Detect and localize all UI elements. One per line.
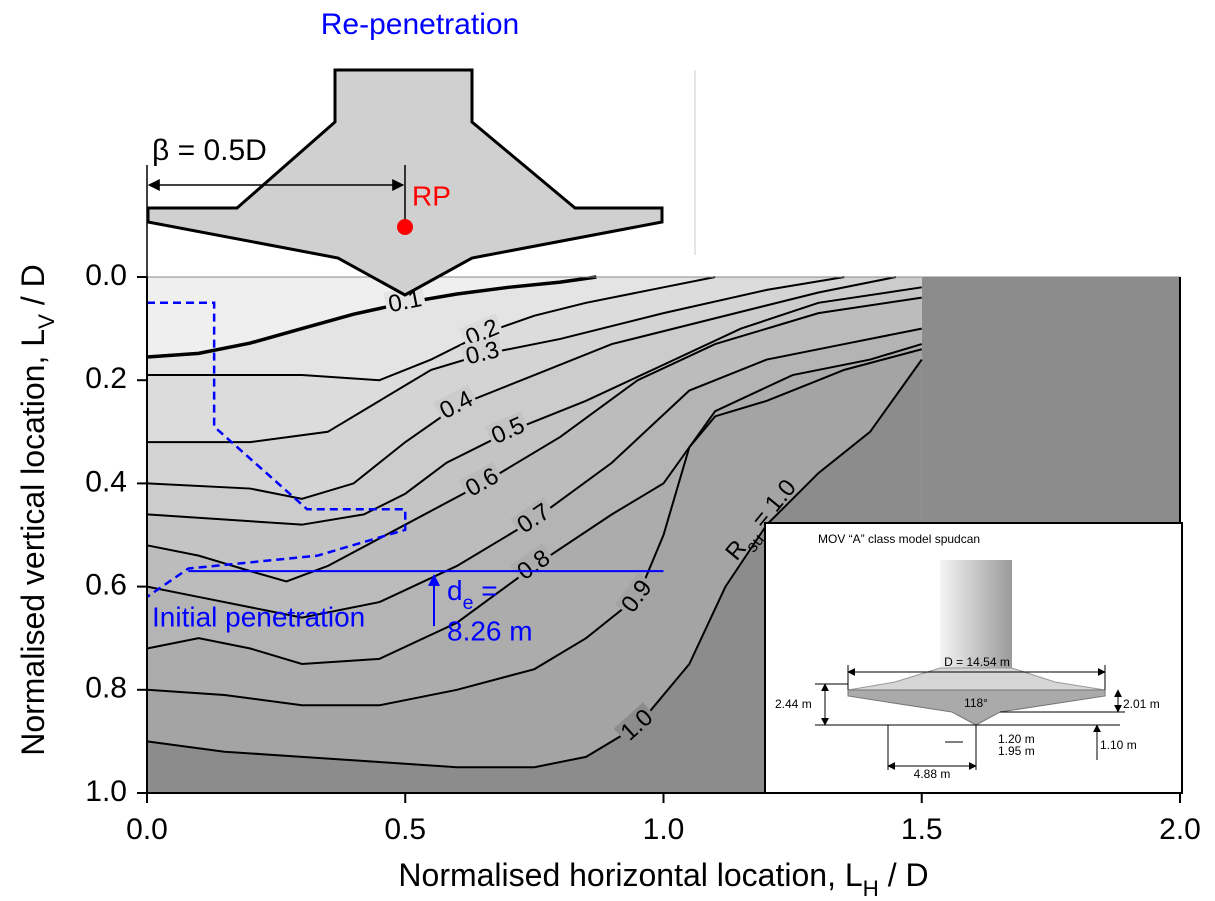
x-axis-title: Normalised horizontal location, LH / D [398,857,928,901]
x-tick-label: 2.0 [1159,813,1201,846]
x-axis-title-main: Normalised horizontal location, L [398,857,862,893]
y-axis-title-main: Normalised vertical location, L [15,329,51,756]
y-tick-label: 0.8 [85,672,127,705]
contour-label-bg [614,572,661,622]
reference-label: RP [412,180,451,211]
inset-shaft [940,560,1012,668]
initial-penetration-label: Initial penetration [152,602,365,633]
inset-title: MOV “A” class model spudcan [818,532,980,546]
spudcan-schematic: RP β = 0.5D Re-penetration [146,8,696,297]
x-tick-label: 0.0 [126,813,168,846]
contour-line [146,286,922,526]
depth-label: de = [447,576,498,615]
re-penetration-path [146,301,407,598]
contour-line [146,275,597,359]
contour-label-bg [458,461,507,506]
y-axis-title: Normalised vertical location, LV / D [15,264,59,756]
inset-label: 1.20 m [998,732,1035,746]
depth-label-tail: = [473,576,497,607]
y-tick-label: 0.4 [85,465,127,498]
y-tick-label: 1.0 [85,775,127,808]
contour-label-group: 0.3 [460,336,506,373]
inset-label: 2.44 m [775,697,812,711]
x-axis-title-sub: H [863,876,879,901]
contour-label-bg [613,702,662,750]
contour-line [146,358,923,769]
y-tick-label: 0.6 [85,569,127,602]
contour-label-bg [510,496,559,543]
inset-label: 2.01 m [1123,697,1160,711]
x-tick-label: 1.5 [901,813,943,846]
contour-line [147,276,716,382]
contour-label-bg [460,336,506,373]
schematic-title: Re-penetration [321,8,519,41]
reference-point [397,219,413,235]
contour-label-group: 0.8 [510,543,559,589]
inset-label: 1.10 m [1100,738,1137,752]
inset: MOV “A” class model spudcan D = 14.54 m … [764,522,1183,794]
contour-line [146,348,923,707]
contour-line [146,327,922,619]
x-axis-title-tail: / D [879,857,929,893]
depth-label-main: d [447,576,463,607]
contour-label-bg [432,384,481,428]
depth-value: 8.26 m [447,616,533,647]
contour-label-bg [510,543,559,589]
inset-label: 1.95 m [998,744,1035,758]
x-tick-label: 1.0 [643,813,685,846]
contour-line [146,296,922,583]
x-tick-label: 0.5 [384,813,426,846]
contour-label-bg [484,411,533,453]
inset-label: 118° [964,696,988,710]
contour-band [147,359,922,793]
inset-label: D = 14.54 m [944,655,1010,669]
inset-label: 4.88 m [914,767,951,781]
y-axis-title-tail: / D [15,264,51,314]
inset-base [847,689,1106,726]
y-tick-label: 0.0 [85,259,127,292]
contour-label-group: 0.1 [383,285,428,321]
contour-label-bg [383,285,428,321]
depth-label-sub: e [463,592,474,614]
contour-line [147,276,845,444]
offset-label: β = 0.5D [152,134,267,167]
y-tick-label: 0.2 [85,362,127,395]
y-axis-title-sub: V [34,314,59,329]
